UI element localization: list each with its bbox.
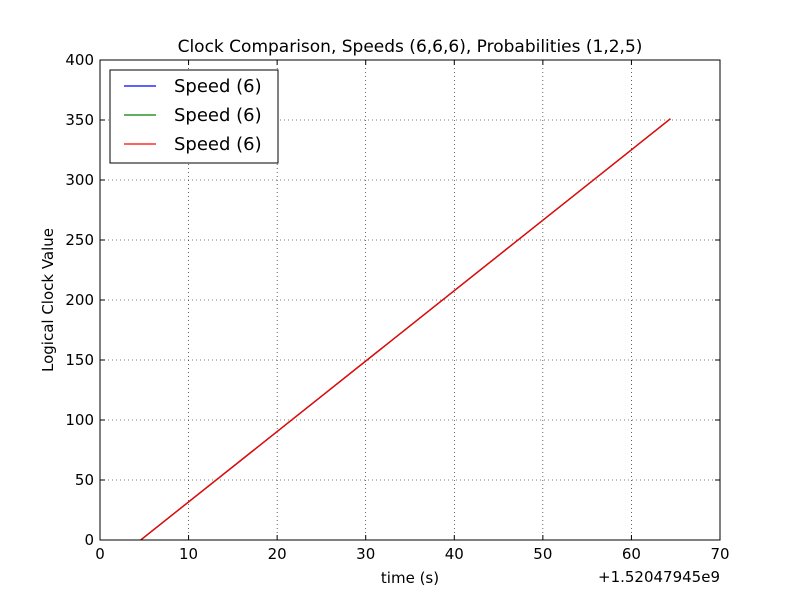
legend-label: Speed (6) (174, 76, 262, 97)
x-offset-label: +1.52047945e9 (598, 568, 720, 586)
y-tick-label: 350 (65, 111, 94, 129)
x-tick-label: 60 (622, 545, 641, 563)
legend-label: Speed (6) (174, 105, 262, 126)
series-lines (140, 118, 671, 541)
legend-entry: Speed (6) (124, 105, 262, 126)
y-tick-label: 0 (84, 531, 94, 549)
series-line-red (140, 118, 671, 541)
chart-title: Clock Comparison, Speeds (6,6,6), Probab… (178, 37, 643, 57)
y-tick-label: 300 (65, 171, 94, 189)
legend-entry: Speed (6) (124, 76, 262, 97)
x-axis-label: time (s) (381, 569, 439, 587)
x-tick-label: 0 (95, 545, 105, 563)
legend-entry: Speed (6) (124, 134, 262, 155)
y-tick-label: 400 (65, 51, 94, 69)
y-tick-label: 250 (65, 231, 94, 249)
legend: Speed (6) Speed (6) Speed (6) (109, 69, 279, 164)
x-tick-label: 20 (268, 545, 287, 563)
x-tick-label: 70 (710, 545, 729, 563)
y-tick-label: 50 (75, 471, 94, 489)
y-tick-label: 150 (65, 351, 94, 369)
grid-lines (100, 60, 720, 540)
y-tick-label: 200 (65, 291, 94, 309)
axis-ticks: 0 10 20 30 40 50 60 70 0 50 100 150 200 250 300 350 400 (65, 51, 729, 563)
legend-label: Speed (6) (174, 134, 262, 155)
y-axis-label: Logical Clock Value (39, 228, 57, 372)
x-tick-label: 30 (356, 545, 375, 563)
x-tick-label: 40 (445, 545, 464, 563)
x-tick-label: 50 (533, 545, 552, 563)
x-tick-label: 10 (179, 545, 198, 563)
y-tick-label: 100 (65, 411, 94, 429)
